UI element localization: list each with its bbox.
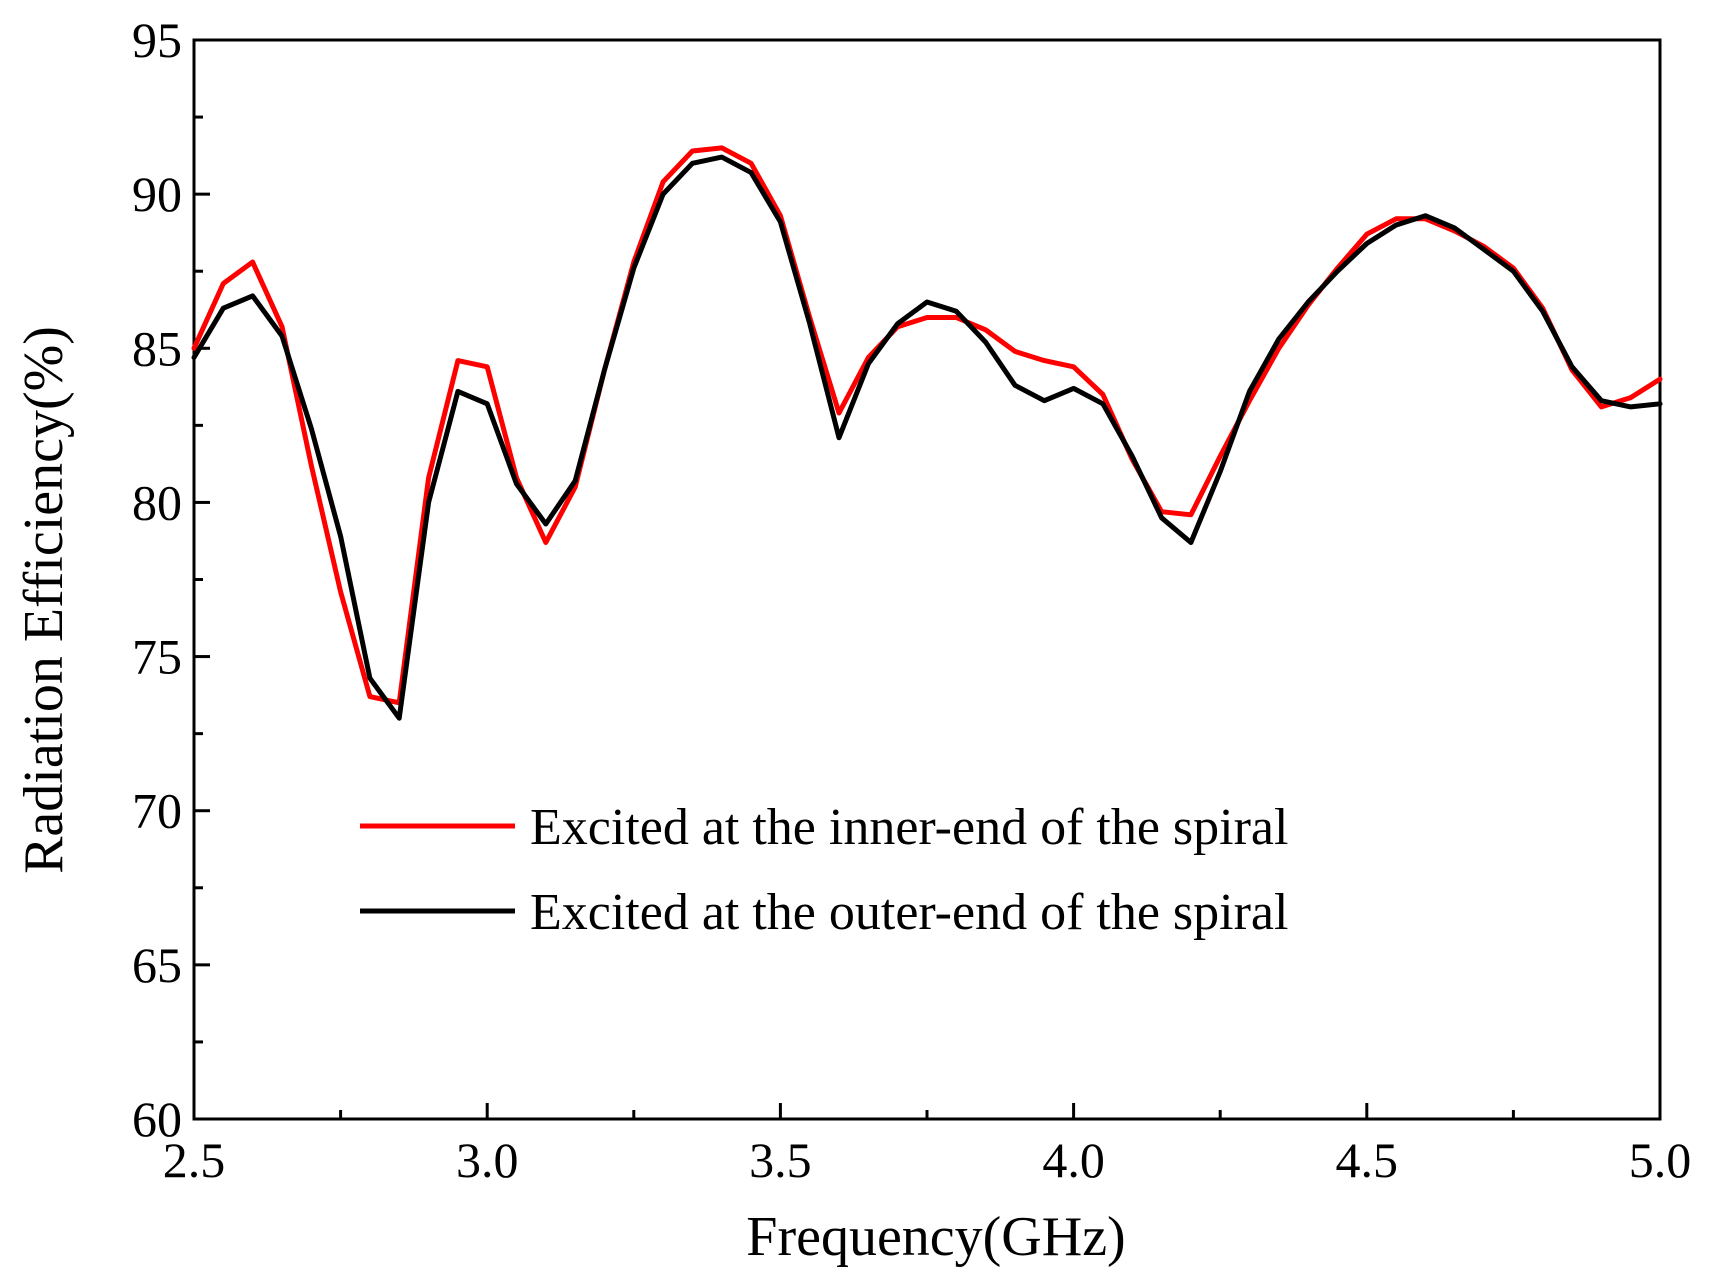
- legend-label-outer-end: Excited at the outer-end of the spiral: [530, 884, 1288, 941]
- series-line-outer-end: [191, 154, 1663, 721]
- legend: Excited at the inner-end of the spiral E…: [360, 799, 1288, 941]
- y-tick-label: 65: [132, 937, 182, 993]
- x-tick-label: 2.5: [163, 1132, 226, 1188]
- series-layer: [191, 145, 1663, 721]
- x-tick-label: 4.0: [1042, 1132, 1105, 1188]
- x-axis-title: Frequency(GHz): [746, 1206, 1125, 1268]
- x-tick-label: 5.0: [1629, 1132, 1692, 1188]
- y-tick-label: 95: [132, 12, 182, 68]
- y-tick-label: 70: [132, 783, 182, 839]
- x-tick-label: 3.0: [456, 1132, 519, 1188]
- y-tick-label: 90: [132, 166, 182, 222]
- x-tick-label: 4.5: [1336, 1132, 1399, 1188]
- y-tick-label: 75: [132, 629, 182, 685]
- legend-label-inner-end: Excited at the inner-end of the spiral: [530, 799, 1288, 856]
- y-axis-title: Radiation Efficiency(%): [13, 326, 75, 874]
- y-tick-label: 85: [132, 320, 182, 376]
- x-axis: 2.5 3.0 3.5 4.0 4.5 5.0: [163, 1103, 1692, 1188]
- y-axis: 60 65 70 75 80 85 90 95: [132, 12, 210, 1147]
- y-tick-label: 60: [132, 1091, 182, 1147]
- y-tick-label: 80: [132, 474, 182, 530]
- x-tick-label: 3.5: [749, 1132, 812, 1188]
